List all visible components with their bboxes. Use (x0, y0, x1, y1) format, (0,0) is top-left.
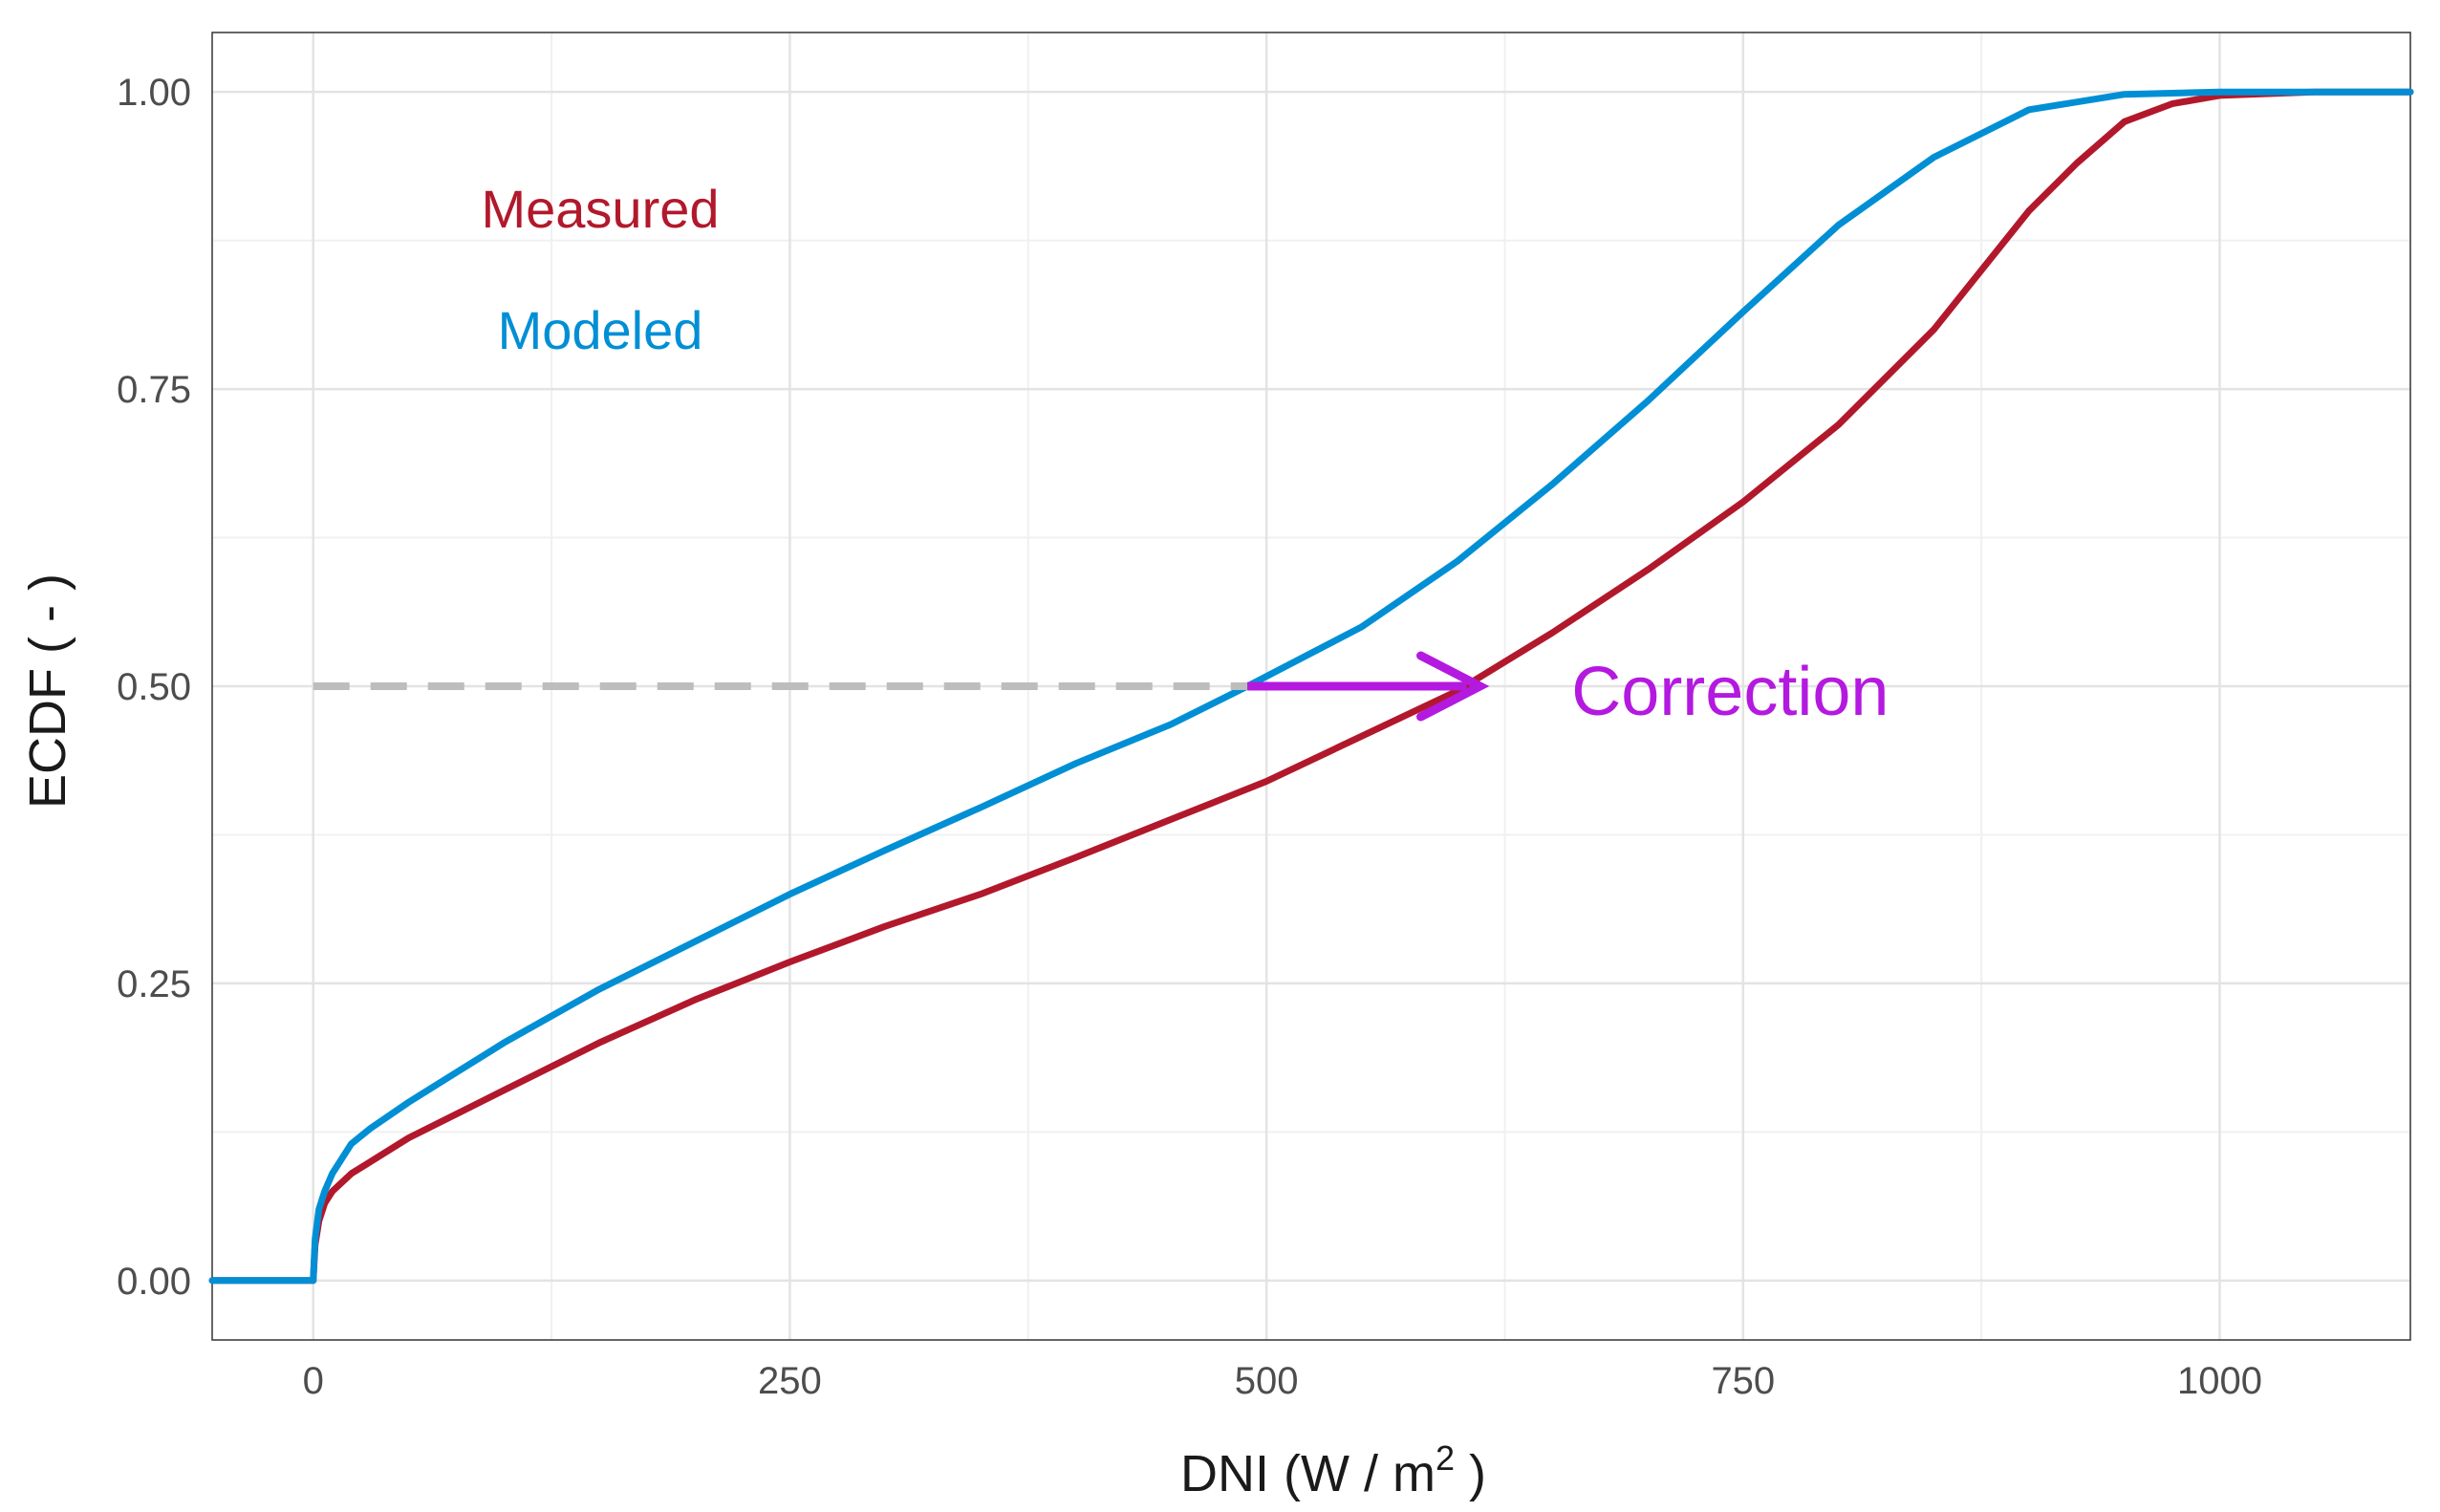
y-tick-label: 1.00 (117, 72, 191, 114)
x-tick-label: 500 (1235, 1360, 1299, 1402)
annotation-layer (313, 651, 1490, 722)
x-tick-label: 750 (1711, 1360, 1775, 1402)
x-tick-label: 250 (758, 1360, 822, 1402)
legend-measured-label: Measured (481, 179, 719, 239)
x-axis-ticks: 0 250 500 750 1000 (303, 1360, 2262, 1402)
series-line-modeled (208, 88, 2414, 1285)
x-tick-label: 1000 (2177, 1360, 2262, 1402)
panel-border (211, 32, 2411, 1341)
y-tick-label: 0.50 (117, 666, 191, 708)
x-axis-title-end: ) (1455, 1445, 1486, 1502)
x-axis-title: DNI (W / m2 ) (1180, 1438, 1486, 1502)
y-tick-label: 0.75 (117, 369, 191, 411)
x-axis-title-superscript: 2 (1436, 1438, 1455, 1478)
correction-arrow-head (1416, 651, 1490, 722)
series-layer (208, 88, 2414, 1285)
y-axis-ticks: 0.00 0.25 0.50 0.75 1.00 (117, 72, 191, 1303)
x-axis-title-main: DNI (W / m (1180, 1445, 1436, 1502)
minor-gridlines (212, 32, 2410, 1340)
x-tick-label: 0 (303, 1360, 324, 1402)
series-line-measured (208, 88, 2414, 1285)
y-tick-label: 0.25 (117, 963, 191, 1005)
major-gridlines (212, 32, 2410, 1340)
legend-modeled-label: Modeled (498, 300, 703, 360)
y-axis-title: ECDF ( - ) (19, 573, 76, 809)
correction-label: Correction (1571, 654, 1889, 730)
y-tick-label: 0.00 (117, 1261, 191, 1303)
